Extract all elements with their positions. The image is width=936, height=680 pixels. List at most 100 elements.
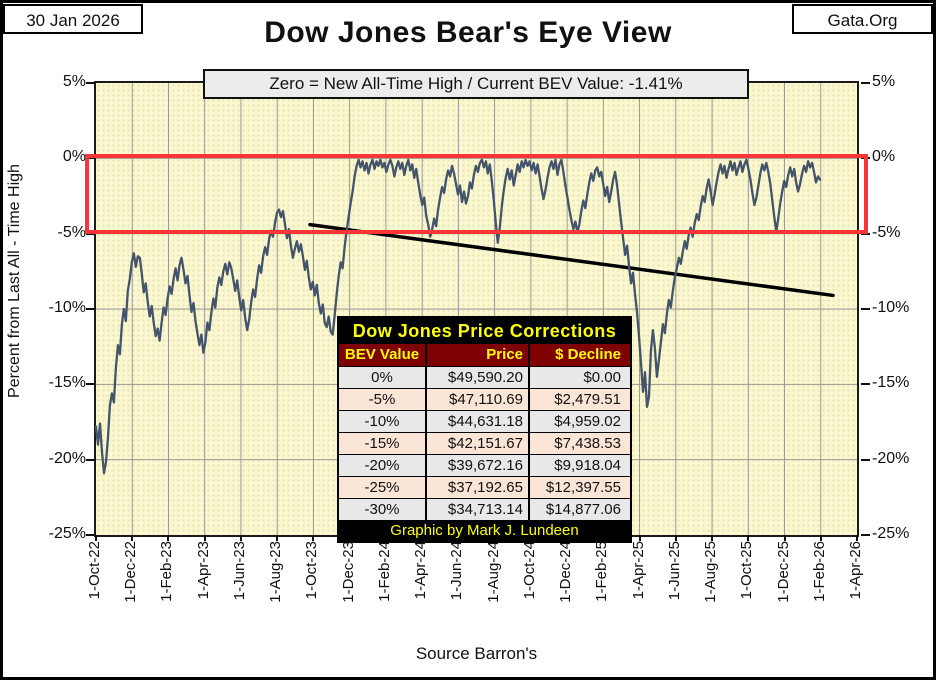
table-header-row: BEV Value Price $ Decline: [339, 344, 630, 366]
x-tick-mark: [819, 535, 822, 541]
x-tick-mark: [711, 535, 714, 541]
price-cell: $39,672.16: [427, 455, 530, 476]
y-tick-mark: [861, 458, 870, 461]
y-tick-label-left: -25%: [48, 525, 86, 542]
table-body: 0% $49,590.20 $0.00 -5% $47,110.69 $2,479.51-…: [339, 366, 630, 520]
y-tick-mark: [86, 157, 95, 160]
x-tick-label: 1-Feb-23: [158, 541, 176, 602]
y-tick-label-right: 0%: [872, 148, 896, 166]
chart-subtitle: Zero = New All-Time High / Current BEV V…: [269, 74, 683, 93]
table-row: -5% $47,110.69 $2,479.51: [339, 388, 630, 410]
y-tick-label-right: -25%: [872, 525, 910, 542]
decline-cell: $0.00: [583, 369, 621, 386]
x-tick-label: 1-Oct-25: [738, 541, 756, 600]
x-tick-mark: [95, 535, 97, 541]
date-label: 30 Jan 2026: [26, 11, 120, 30]
x-tick-label: 1-Oct-24: [520, 541, 538, 600]
x-tick-label: 1-Oct-23: [303, 541, 321, 600]
source-label: Source Barron's: [415, 644, 538, 663]
table-row: 0% $49,590.20 $0.00: [339, 366, 630, 388]
bev-series-line: [94, 158, 822, 475]
price-cell: $47,110.69: [427, 389, 530, 410]
y-tick-mark: [861, 232, 870, 235]
x-tick-label: 1-Aug-24: [484, 541, 502, 603]
table-row: -20% $39,672.16 $9,918.04: [339, 454, 630, 476]
x-tick-label: 1-Jun-23: [230, 541, 248, 601]
x-tick-label: 1-Oct-22: [86, 541, 103, 600]
table-title: Dow Jones Price Corrections: [339, 318, 630, 344]
bev-value-cell: -10%: [339, 411, 427, 432]
x-tick-mark: [131, 535, 134, 541]
x-tick-mark: [312, 535, 315, 541]
site-box: Gata.Org: [792, 4, 933, 34]
price-corrections-table: Dow Jones Price Corrections BEV Value Pr…: [337, 316, 632, 543]
table-row: -30% $34,713.14 $14,877.06: [339, 498, 630, 520]
x-tick-label: 1-Apr-26: [847, 541, 864, 600]
table-row: -15% $42,151.67 $7,438.53: [339, 432, 630, 454]
site-label: Gata.Org: [827, 11, 898, 30]
y-tick-label-right: -10%: [872, 299, 910, 316]
date-box: 30 Jan 2026: [3, 4, 143, 34]
y-tick-mark: [861, 82, 870, 84]
x-tick-label: 1-Jun-24: [448, 541, 466, 601]
chart-subtitle-box: Zero = New All-Time High / Current BEV V…: [203, 69, 749, 99]
bev-value-cell: 0%: [339, 367, 427, 388]
column-header-bev-value: BEV Value: [339, 344, 427, 366]
x-tick-mark: [638, 535, 641, 541]
x-tick-mark: [747, 535, 750, 541]
bev-value-cell: -30%: [339, 499, 427, 520]
decline-cell: $4,959.02: [554, 413, 621, 430]
x-tick-mark: [167, 535, 170, 541]
x-tick-mark: [674, 535, 677, 541]
y-tick-mark: [86, 232, 95, 235]
column-header-decline: $ Decline: [555, 346, 621, 363]
price-cell: $44,631.18: [427, 411, 530, 432]
price-cell: $49,590.20: [427, 367, 530, 388]
y-tick-mark: [861, 157, 870, 160]
x-tick-label: 1-Feb-24: [375, 541, 393, 602]
price-cell: $37,192.65: [427, 477, 530, 498]
trend-line: [308, 222, 835, 298]
x-tick-label: 1-Apr-23: [194, 541, 212, 600]
y-tick-mark: [86, 534, 95, 536]
y-tick-mark: [861, 383, 870, 386]
y-tick-label-right: -20%: [872, 449, 910, 467]
y-tick-mark: [861, 308, 870, 310]
y-tick-mark: [861, 534, 870, 536]
y-tick-label-left: -20%: [48, 449, 86, 467]
bev-value-cell: -25%: [339, 477, 427, 498]
column-header-price: Price: [427, 344, 530, 366]
decline-cell: $12,397.55: [545, 479, 621, 496]
table-row: -10% $44,631.18 $4,959.02: [339, 410, 630, 432]
y-tick-label-left: -10%: [48, 299, 86, 316]
x-tick-mark: [203, 535, 206, 541]
decline-cell: $7,438.53: [554, 435, 621, 452]
y-tick-mark: [86, 458, 95, 461]
y-tick-mark: [86, 82, 95, 84]
bev-value-cell: -20%: [339, 455, 427, 476]
table-row: -25% $37,192.65 $12,397.55: [339, 476, 630, 498]
y-tick-mark: [86, 308, 95, 310]
x-tick-mark: [783, 535, 786, 541]
x-tick-label: 1-Feb-25: [593, 541, 611, 602]
x-tick-label: 1-Jun-25: [665, 541, 683, 601]
x-tick-label: 1-Aug-23: [267, 541, 285, 603]
x-tick-label: 1-Apr-25: [629, 541, 647, 600]
price-cell: $42,151.67: [427, 433, 530, 454]
y-tick-label-left: -15%: [48, 374, 86, 392]
x-tick-mark: [239, 535, 242, 541]
x-tick-label: 1-Dec-23: [339, 541, 357, 603]
y-tick-label-right: -15%: [872, 374, 910, 392]
decline-cell: $14,877.06: [545, 501, 621, 518]
x-tick-label: 1-Feb-26: [810, 541, 828, 602]
decline-cell: $2,479.51: [554, 391, 621, 408]
y-tick-mark: [86, 383, 95, 386]
x-tick-label: 1-Dec-25: [774, 541, 792, 603]
y-tick-label-left: -5%: [57, 223, 86, 241]
y-tick-label-right: -5%: [872, 223, 901, 241]
x-tick-label: 1-Aug-25: [702, 541, 720, 603]
x-tick-label: 1-Dec-24: [557, 541, 575, 603]
table-footer-credit: Graphic by Mark J. Lundeen: [339, 520, 630, 541]
x-tick-mark: [856, 535, 858, 541]
